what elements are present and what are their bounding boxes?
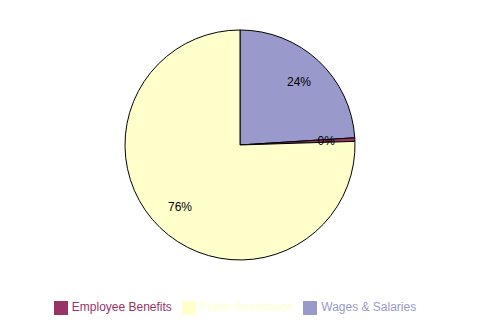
html-text:Public Assistance: Public Assistance [199,300,294,315]
html-text:Wages & Salaries: Wages & Salaries [321,300,417,315]
svg-text:76%: 76% [168,200,192,214]
svg-text:0%: 0% [317,134,335,148]
html-text:Employee Benefits: Employee Benefits [71,300,172,315]
svg-text:24%: 24% [287,75,311,89]
